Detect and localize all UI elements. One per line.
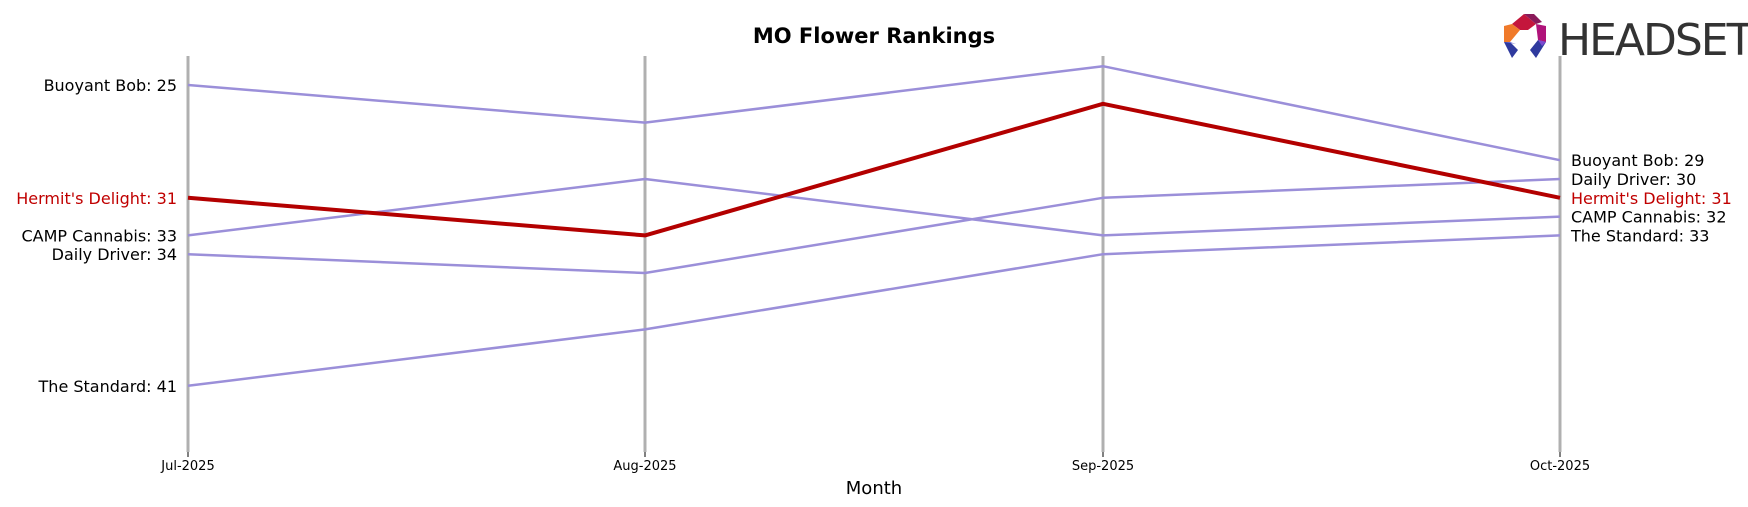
x-tick-label: Oct-2025 [1530,459,1590,474]
left-labels: Buoyant Bob: 25 Hermit's Delight: 31 CAMP … [16,76,177,396]
headset-logo-text: HEADSET [1558,15,1748,66]
left-label: The Standard: 41 [38,377,177,396]
left-label: CAMP Cannabis: 33 [22,226,178,245]
headset-logo: HEADSET [1504,14,1748,66]
chart-title: MO Flower Rankings [753,24,995,48]
series-lines [187,64,1561,388]
right-labels: Buoyant Bob: 29 Hermit's Delight: 31CAMP … [1570,151,1732,245]
right-label: Buoyant Bob: 29 [1571,151,1704,170]
headset-logo-icon [1504,14,1546,58]
right-label: Hermit's Delight: 31 [1571,189,1732,208]
x-tick-label: Sep-2025 [1072,459,1134,474]
series-line-buoyant-bob [187,64,1561,162]
left-label: Hermit's Delight: 31 [16,189,177,208]
right-label: The Standard: 33 [1570,226,1709,245]
month-gridlines [186,56,1562,452]
series-line-the-standard [187,234,1561,388]
series-line-camp-cannabis [187,177,1561,237]
left-label: Buoyant Bob: 25 [44,76,177,95]
left-label: Daily Driver: 34 [52,245,177,264]
x-axis-ticks: Jul-2025 Aug-2025 Sep-2025 Oct-2025 [160,452,1590,474]
x-tick-label: Jul-2025 [160,459,214,474]
x-axis-label: Month [846,478,902,499]
right-label: Daily Driver: 30 [1571,170,1696,189]
series-line-daily-driver [187,177,1561,275]
x-tick-label: Aug-2025 [613,459,676,474]
series-line-hermit-s-delight [187,101,1561,238]
right-label: CAMP Cannabis: 32 [1571,208,1727,227]
